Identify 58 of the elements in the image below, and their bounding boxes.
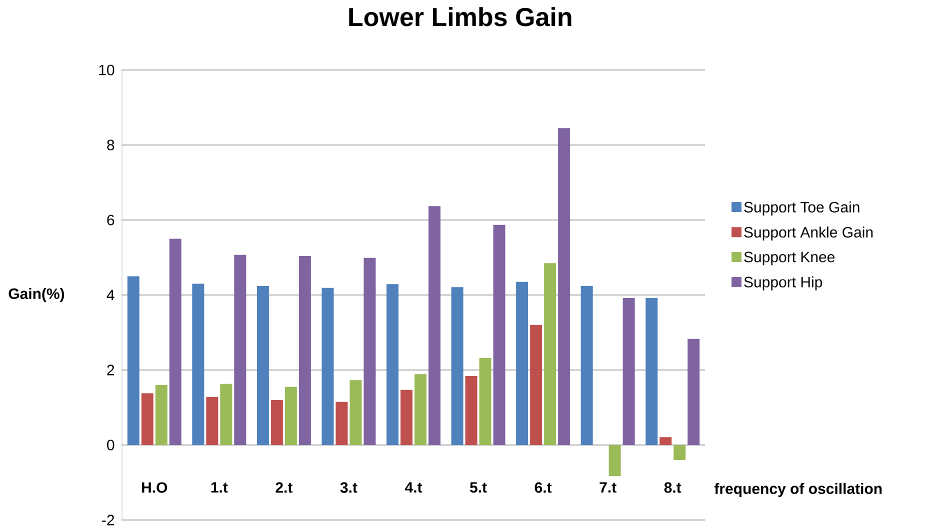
- bar: [414, 374, 426, 445]
- bar: [350, 380, 362, 445]
- legend-label: Support Toe Gain: [744, 201, 860, 216]
- y-tick-label: 4: [106, 290, 114, 300]
- bar: [544, 263, 556, 445]
- bar: [169, 238, 182, 445]
- bar: [234, 254, 246, 445]
- bar: [155, 385, 168, 445]
- x-tick-label: 6.t: [534, 482, 552, 493]
- bar: [493, 224, 506, 445]
- bar: [479, 358, 492, 445]
- bar: [298, 256, 311, 445]
- x-tick-label: 7.t: [600, 482, 616, 493]
- bar: [141, 393, 154, 445]
- y-tick-label: 6: [107, 214, 114, 226]
- bar: [530, 324, 542, 445]
- bar: [206, 397, 218, 445]
- y-tick-label: 2: [107, 364, 114, 376]
- bar: [336, 402, 348, 445]
- bar: [622, 298, 635, 445]
- bar: [465, 376, 478, 445]
- bar: [608, 445, 621, 476]
- y-tick-label: 10: [99, 64, 114, 76]
- chart-title: Lower Limbs Gain: [349, 7, 572, 26]
- bar: [127, 276, 140, 445]
- x-tick-label: 4.t: [404, 482, 422, 493]
- legend-label: Support Ankle Gain: [744, 226, 873, 241]
- x-tick-label: 8.t: [664, 482, 682, 493]
- y-tick-label: 8: [107, 140, 114, 150]
- x-tick-label: 2.t: [276, 482, 293, 493]
- bar: [284, 386, 297, 445]
- x-axis-title: frequency of oscillation: [714, 483, 882, 497]
- bar: [688, 338, 700, 445]
- bar: [516, 282, 528, 445]
- bar: [674, 445, 686, 460]
- bar: [270, 400, 283, 445]
- bar: [660, 437, 672, 445]
- bar: [451, 287, 464, 445]
- bar: [192, 284, 204, 445]
- bar: [400, 390, 412, 445]
- bar: [428, 206, 440, 445]
- legend-label: Support Knee: [744, 252, 835, 266]
- legend-label: Support Hip: [744, 276, 822, 290]
- bar: [386, 284, 399, 445]
- x-tick-label: H.O: [142, 482, 168, 493]
- x-tick-label: 3.t: [340, 482, 358, 493]
- bar: [322, 288, 334, 445]
- x-tick-label: 5.t: [470, 482, 487, 493]
- y-axis-title: Gain(%): [8, 288, 64, 302]
- y-tick-label: -2: [102, 514, 114, 526]
- bar: [646, 298, 658, 445]
- x-tick-label: 1.t: [211, 482, 228, 493]
- bar: [256, 286, 269, 445]
- bar: [220, 384, 232, 445]
- y-tick-label: 0: [107, 440, 114, 450]
- bar: [364, 258, 376, 445]
- bar: [558, 128, 570, 445]
- bar: [580, 286, 593, 445]
